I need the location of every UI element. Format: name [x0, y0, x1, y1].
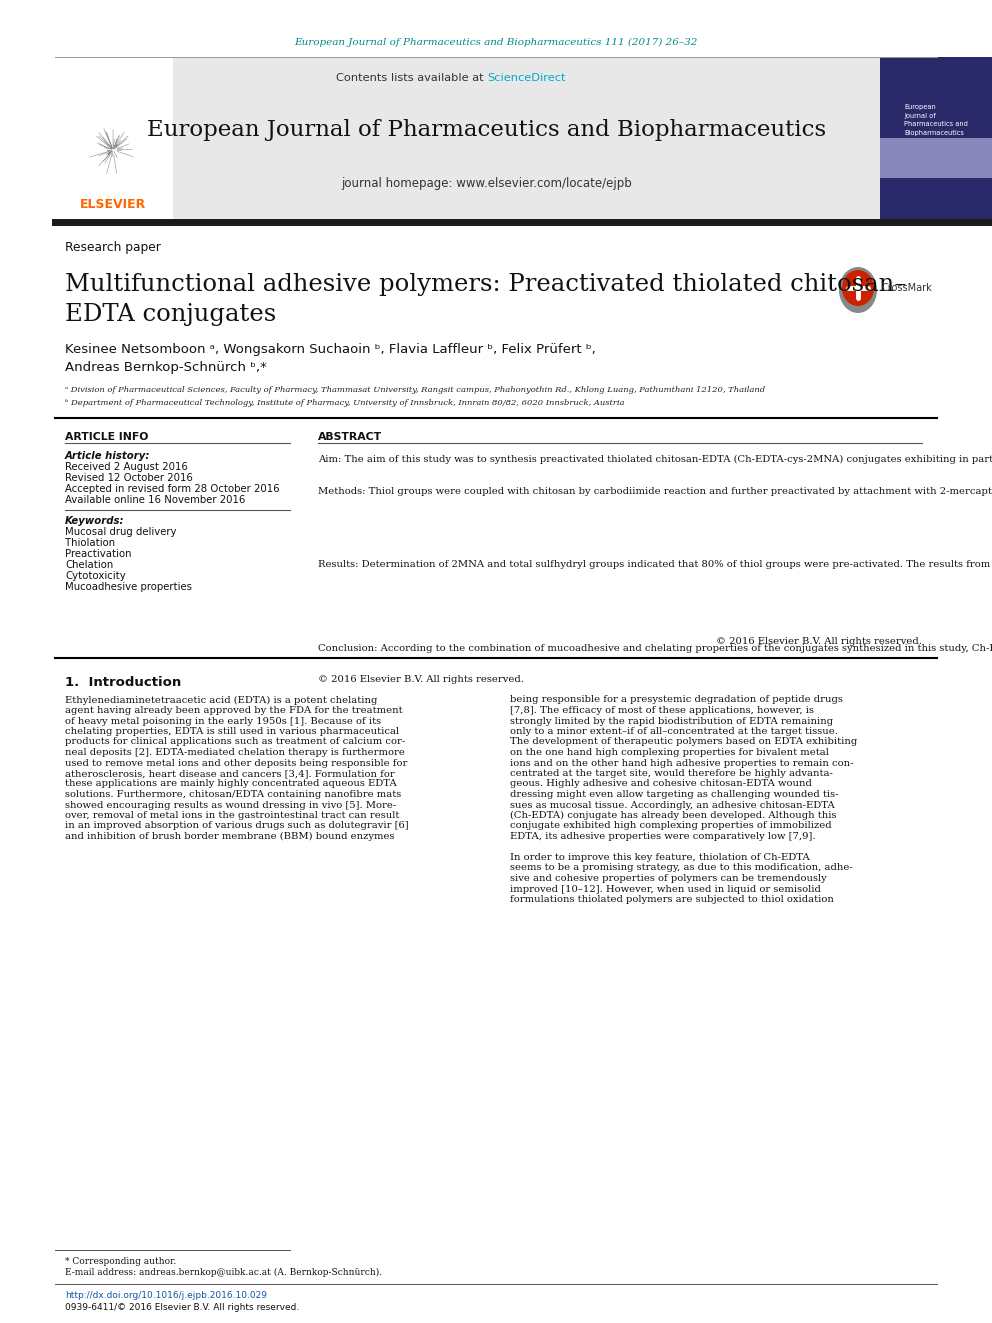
Text: chelating properties, EDTA is still used in various pharmaceutical: chelating properties, EDTA is still used… — [65, 728, 399, 736]
Text: http://dx.doi.org/10.1016/j.ejpb.2016.10.029: http://dx.doi.org/10.1016/j.ejpb.2016.10… — [65, 1290, 267, 1299]
Text: European Journal of Pharmaceutics and Biopharmaceutics: European Journal of Pharmaceutics and Bi… — [148, 119, 826, 142]
Text: (Ch-EDTA) conjugate has already been developed. Although this: (Ch-EDTA) conjugate has already been dev… — [510, 811, 836, 820]
Text: European
Journal of
Pharmaceutics and
Biopharmaceutics: European Journal of Pharmaceutics and Bi… — [904, 105, 968, 136]
Text: ABSTRACT: ABSTRACT — [318, 433, 382, 442]
Text: E-mail address: andreas.bernkop@uibk.ac.at (A. Bernkop-Schnürch).: E-mail address: andreas.bernkop@uibk.ac.… — [65, 1267, 382, 1277]
Text: of heavy metal poisoning in the early 1950s [1]. Because of its: of heavy metal poisoning in the early 19… — [65, 717, 381, 725]
Text: Mucoadhesive properties: Mucoadhesive properties — [65, 582, 192, 591]
Text: ions and on the other hand high adhesive properties to remain con-: ions and on the other hand high adhesive… — [510, 758, 853, 767]
Text: 0939-6411/© 2016 Elsevier B.V. All rights reserved.: 0939-6411/© 2016 Elsevier B.V. All right… — [65, 1303, 300, 1311]
Text: ScienceDirect: ScienceDirect — [487, 73, 565, 83]
Bar — [880, 57, 992, 220]
Text: Research paper: Research paper — [65, 242, 161, 254]
Text: Kesinee Netsomboon ᵃ, Wongsakorn Suchaoin ᵇ, Flavia Laffleur ᵇ, Felix Prüfert ᵇ,: Kesinee Netsomboon ᵃ, Wongsakorn Suchaoi… — [65, 344, 596, 356]
Bar — [880, 138, 992, 179]
Text: EDTA, its adhesive properties were comparatively low [7,9].: EDTA, its adhesive properties were compa… — [510, 832, 815, 841]
Text: Mucosal drug delivery: Mucosal drug delivery — [65, 527, 177, 537]
Text: ARTICLE INFO: ARTICLE INFO — [65, 433, 149, 442]
Text: Andreas Bernkop-Schnürch ᵇ,*: Andreas Bernkop-Schnürch ᵇ,* — [65, 361, 267, 374]
Text: Thiolation: Thiolation — [65, 538, 115, 548]
Text: Received 2 August 2016: Received 2 August 2016 — [65, 462, 187, 472]
Text: ᵃ Division of Pharmaceutical Sciences, Faculty of Pharmacy, Thammasat University: ᵃ Division of Pharmaceutical Sciences, F… — [65, 386, 765, 394]
Text: ᵇ Department of Pharmaceutical Technology, Institute of Pharmacy, University of : ᵇ Department of Pharmaceutical Technolog… — [65, 400, 625, 407]
Text: [7,8]. The efficacy of most of these applications, however, is: [7,8]. The efficacy of most of these app… — [510, 706, 814, 714]
Ellipse shape — [842, 270, 874, 306]
Text: on the one hand high complexing properties for bivalent metal: on the one hand high complexing properti… — [510, 747, 829, 757]
Text: geous. Highly adhesive and cohesive chitosan-EDTA wound: geous. Highly adhesive and cohesive chit… — [510, 779, 811, 789]
Text: sive and cohesive properties of polymers can be tremendously: sive and cohesive properties of polymers… — [510, 875, 826, 882]
Text: used to remove metal ions and other deposits being responsible for: used to remove metal ions and other depo… — [65, 758, 408, 767]
Text: formulations thiolated polymers are subjected to thiol oxidation: formulations thiolated polymers are subj… — [510, 894, 834, 904]
Text: European Journal of Pharmaceutics and Biopharmaceutics 111 (2017) 26–32: European Journal of Pharmaceutics and Bi… — [295, 37, 697, 46]
Text: Results: Determination of 2MNA and total sulfhydryl groups indicated that 80% of: Results: Determination of 2MNA and total… — [318, 560, 992, 569]
Text: Preactivation: Preactivation — [65, 549, 132, 560]
Text: Cytotoxicity: Cytotoxicity — [65, 572, 126, 581]
Text: In order to improve this key feature, thiolation of Ch-EDTA: In order to improve this key feature, th… — [510, 853, 809, 863]
Text: * Corresponding author.: * Corresponding author. — [65, 1257, 177, 1266]
Text: Chelation: Chelation — [65, 560, 113, 570]
Text: Methods: Thiol groups were coupled with chitosan by carbodiimide reaction and fu: Methods: Thiol groups were coupled with … — [318, 487, 992, 496]
Text: Revised 12 October 2016: Revised 12 October 2016 — [65, 474, 192, 483]
Text: showed encouraging results as wound dressing in vivo [5]. More-: showed encouraging results as wound dres… — [65, 800, 396, 810]
Text: centrated at the target site, would therefore be highly advanta-: centrated at the target site, would ther… — [510, 769, 833, 778]
Text: improved [10–12]. However, when used in liquid or semisolid: improved [10–12]. However, when used in … — [510, 885, 820, 893]
Text: in an improved absorption of various drugs such as dolutegravir [6]: in an improved absorption of various dru… — [65, 822, 409, 831]
Text: Available online 16 November 2016: Available online 16 November 2016 — [65, 495, 245, 505]
Text: Aim: The aim of this study was to synthesis preactivated thiolated chitosan-EDTA: Aim: The aim of this study was to synthe… — [318, 455, 992, 464]
Text: Article history:: Article history: — [65, 451, 151, 460]
Text: sues as mucosal tissue. Accordingly, an adhesive chitosan-EDTA: sues as mucosal tissue. Accordingly, an … — [510, 800, 834, 810]
Text: CrossMark: CrossMark — [882, 283, 932, 292]
Text: solutions. Furthermore, chitosan/EDTA containing nanofibre mats: solutions. Furthermore, chitosan/EDTA co… — [65, 790, 401, 799]
Ellipse shape — [839, 267, 877, 314]
Text: neal deposits [2]. EDTA-mediated chelation therapy is furthermore: neal deposits [2]. EDTA-mediated chelati… — [65, 747, 405, 757]
Text: The development of therapeutic polymers based on EDTA exhibiting: The development of therapeutic polymers … — [510, 737, 857, 746]
Text: Multifunctional adhesive polymers: Preactivated thiolated chitosan–: Multifunctional adhesive polymers: Preac… — [65, 274, 907, 296]
Text: © 2016 Elsevier B.V. All rights reserved.: © 2016 Elsevier B.V. All rights reserved… — [318, 676, 524, 684]
Text: and inhibition of brush border membrane (BBM) bound enzymes: and inhibition of brush border membrane … — [65, 832, 395, 841]
Text: Ethylenediaminetetraacetic acid (EDTA) is a potent chelating: Ethylenediaminetetraacetic acid (EDTA) i… — [65, 696, 377, 705]
Text: over, removal of metal ions in the gastrointestinal tract can result: over, removal of metal ions in the gastr… — [65, 811, 400, 820]
Text: conjugate exhibited high complexing properties of immobilized: conjugate exhibited high complexing prop… — [510, 822, 831, 831]
Text: © 2016 Elsevier B.V. All rights reserved.: © 2016 Elsevier B.V. All rights reserved… — [716, 636, 922, 646]
Text: 1.  Introduction: 1. Introduction — [65, 676, 182, 688]
Text: agent having already been approved by the FDA for the treatment: agent having already been approved by th… — [65, 706, 403, 714]
Text: being responsible for a presystemic degradation of peptide drugs: being responsible for a presystemic degr… — [510, 696, 843, 705]
Text: ELSEVIER: ELSEVIER — [80, 198, 146, 212]
Text: dressing might even allow targeting as challenging wounded tis-: dressing might even allow targeting as c… — [510, 790, 838, 799]
Bar — [55, 57, 173, 220]
Text: Conclusion: According to the combination of mucoadhesive and chelating propertie: Conclusion: According to the combination… — [318, 644, 992, 654]
Text: only to a minor extent–if of all–concentrated at the target tissue.: only to a minor extent–if of all–concent… — [510, 728, 838, 736]
Text: journal homepage: www.elsevier.com/locate/ejpb: journal homepage: www.elsevier.com/locat… — [341, 176, 632, 189]
Text: products for clinical applications such as treatment of calcium cor-: products for clinical applications such … — [65, 737, 406, 746]
Text: seems to be a promising strategy, as due to this modification, adhe-: seems to be a promising strategy, as due… — [510, 864, 853, 872]
Text: Keywords:: Keywords: — [65, 516, 125, 527]
Text: atherosclerosis, heart disease and cancers [3,4]. Formulation for: atherosclerosis, heart disease and cance… — [65, 769, 395, 778]
Text: these applications are mainly highly concentrated aqueous EDTA: these applications are mainly highly con… — [65, 779, 397, 789]
Text: strongly limited by the rapid biodistribution of EDTA remaining: strongly limited by the rapid biodistrib… — [510, 717, 833, 725]
Bar — [55, 57, 880, 220]
Text: Contents lists available at: Contents lists available at — [335, 73, 487, 83]
Text: EDTA conjugates: EDTA conjugates — [65, 303, 276, 327]
Text: Accepted in revised form 28 October 2016: Accepted in revised form 28 October 2016 — [65, 484, 280, 493]
